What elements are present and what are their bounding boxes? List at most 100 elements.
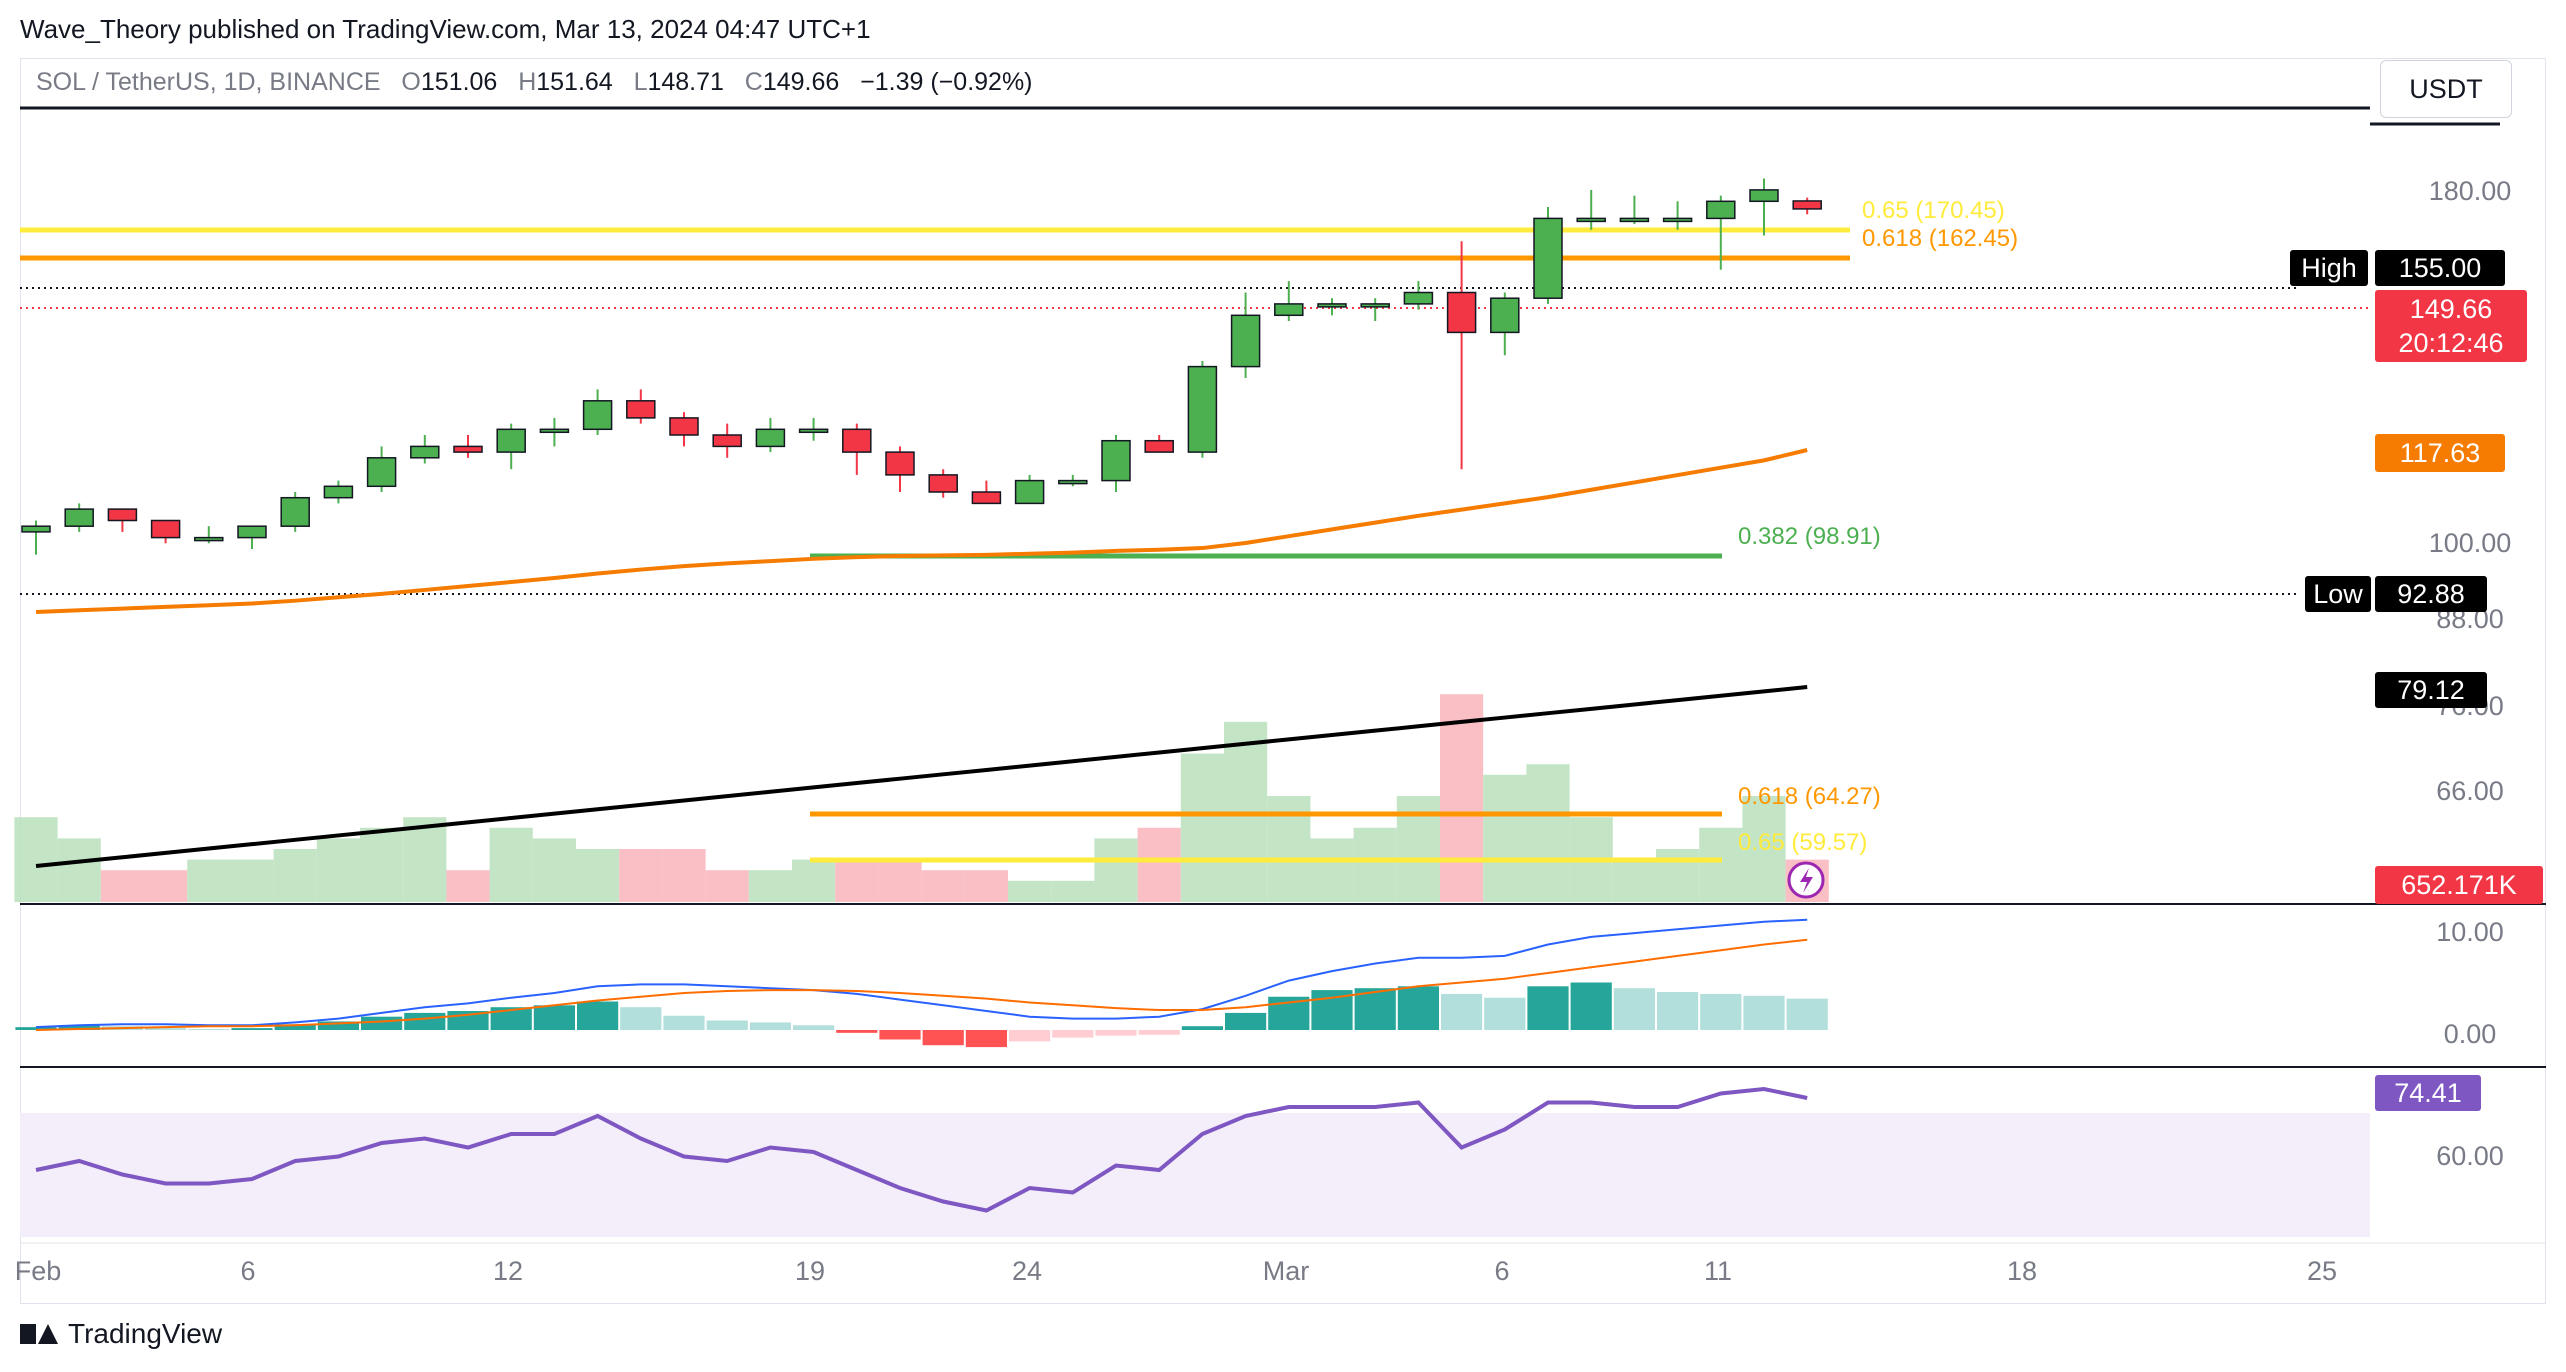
volume-bar [230, 859, 274, 902]
volume-bar [1008, 880, 1052, 902]
volume-bar [1526, 764, 1570, 902]
macd-histogram-bar [231, 1028, 273, 1030]
macd-histogram-bar [706, 1020, 748, 1030]
ohlc-legend: SOL / TetherUS, 1D, BINANCE O151.06 H151… [36, 68, 1033, 97]
candle-body [1662, 217, 1693, 223]
low-label: L [633, 68, 648, 96]
candle-body [712, 434, 742, 448]
candle-body [798, 428, 829, 434]
time-axis-label: Mar [1263, 1256, 1310, 1286]
volume-bar [316, 838, 360, 902]
time-axis-label: 24 [1012, 1256, 1042, 1286]
volume-bar [1310, 838, 1354, 902]
volume-fib-065-label: 0.65 (59.57) [1738, 829, 1867, 856]
volume-bar [705, 870, 749, 902]
ema-line [35, 448, 1808, 614]
candle-body [626, 400, 656, 419]
open-value: 151.06 [420, 68, 498, 96]
candle-body [669, 417, 699, 436]
price-axis-label: 180.00 [2429, 176, 2512, 206]
macd-histogram-bar [1613, 988, 1655, 1030]
candle-body [1792, 200, 1822, 210]
ema-badge-bg [2375, 434, 2505, 472]
candle-body [971, 491, 1002, 505]
volume-bar [100, 870, 144, 902]
volume-bar [1612, 859, 1656, 902]
time-axis-label: 18 [2007, 1256, 2037, 1286]
high-badge: 155.00 [2399, 253, 2482, 283]
high-value: 151.64 [536, 68, 613, 96]
candle-body [928, 474, 958, 493]
macd-histogram-bar [1570, 982, 1612, 1030]
candle-body [150, 519, 181, 539]
candle-body [1533, 217, 1563, 299]
volume-bar [662, 849, 706, 902]
candle-body [582, 400, 613, 431]
time-axis-label: 12 [493, 1256, 523, 1286]
volume-bar [878, 859, 922, 902]
volume-bar [1656, 849, 1700, 902]
macd-histogram-bar [1786, 998, 1828, 1030]
macd-line [35, 918, 1808, 1029]
macd-axis-label: 0.00 [2444, 1019, 2497, 1049]
macd-histogram-bar [922, 1030, 964, 1046]
volume-bar [360, 827, 404, 902]
macd-histogram-bar [1181, 1026, 1223, 1030]
macd-histogram-bar [1700, 993, 1742, 1030]
candle-body [1490, 297, 1520, 334]
candle-body [21, 525, 51, 533]
volume-bar [187, 859, 231, 902]
candle-body [1619, 217, 1650, 223]
candle-body [194, 536, 224, 542]
brand-label: TradingView [68, 1318, 223, 1349]
candle-body [410, 445, 440, 459]
volume-bar [403, 817, 447, 902]
time-axis-label: 6 [240, 1256, 255, 1286]
macd-histogram-bar [793, 1025, 835, 1030]
macd-histogram-bar [533, 1005, 575, 1030]
macd-histogram-bar [1397, 986, 1439, 1030]
volume-bar [1699, 827, 1743, 902]
candle-body [366, 457, 397, 488]
tradingview-logo-icon [20, 1322, 58, 1346]
macd-histogram-bar [965, 1030, 1007, 1048]
macd-histogram-bar [15, 1027, 57, 1030]
symbol-label[interactable]: SOL / TetherUS, 1D, BINANCE [36, 68, 381, 96]
volume-bar [273, 849, 317, 902]
change-value: −1.39 (−0.92%) [860, 68, 1033, 96]
volume-bar [921, 870, 965, 902]
low-badge-label-bg [2305, 576, 2371, 612]
currency-button[interactable]: USDT [2380, 60, 2512, 118]
candle-body [323, 485, 354, 499]
macd-histogram-bar [1052, 1030, 1094, 1038]
volume-fib-0618-label: 0.618 (64.27) [1738, 783, 1881, 810]
fib-065-label: 0.65 (170.45) [1862, 197, 2005, 224]
candle-body [1230, 314, 1261, 368]
last-price-badge: 149.66 [2410, 294, 2493, 324]
candle-body [280, 496, 310, 527]
candle-body [755, 428, 786, 448]
volume-bar [1483, 774, 1527, 902]
candle-body [1706, 200, 1736, 220]
macd-histogram-bar [1225, 1012, 1267, 1030]
macd-histogram-bar [577, 1001, 619, 1030]
macd-histogram-bar [145, 1028, 187, 1030]
rsi-line [35, 1086, 1808, 1213]
macd-axis-label: 10.00 [2436, 917, 2504, 947]
macd-histogram-bar [274, 1024, 316, 1030]
rsi-badge-bg [2375, 1075, 2481, 1111]
candle-body [1317, 303, 1347, 308]
footer-brand[interactable]: TradingView [20, 1318, 222, 1350]
volume-bar [835, 859, 879, 902]
macd-histogram-bar [404, 1012, 446, 1030]
high-label: H [518, 68, 537, 96]
publication-line: Wave_Theory published on TradingView.com… [20, 14, 871, 44]
volume-bar [792, 859, 836, 902]
macd-histogram-bar [620, 1007, 662, 1030]
price-axis-label: 66.00 [2436, 776, 2504, 806]
macd-histogram-bar [1527, 986, 1569, 1030]
candle-body [1576, 217, 1606, 223]
low-value: 148.71 [647, 68, 724, 96]
candle-body [539, 428, 570, 434]
